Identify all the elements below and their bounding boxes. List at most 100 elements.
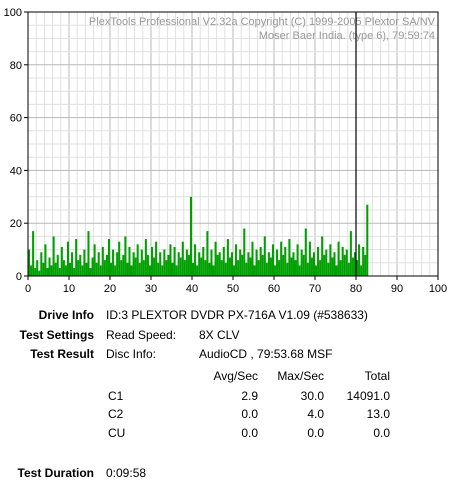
c1-bar (73, 268, 76, 276)
c1-bar (358, 244, 361, 276)
c1-bar (118, 241, 121, 276)
drive-info-label: Drive Info (38, 308, 94, 322)
c1-bar (315, 265, 318, 276)
c1-bar (216, 254, 219, 276)
c1-bar (337, 241, 340, 276)
row-name-cu: CU (108, 426, 126, 440)
c1-bar (212, 265, 215, 276)
row-total-c2: 13.0 (366, 407, 390, 421)
c1-bar (333, 252, 336, 276)
c1-bar (30, 265, 33, 276)
c1-bar (144, 239, 147, 276)
c1-bar (62, 260, 65, 276)
y-tick-label: 0 (16, 271, 22, 283)
c1-bar (177, 252, 180, 276)
c1-bar (85, 262, 88, 276)
c1-bar (206, 231, 209, 276)
c1-bar (269, 257, 272, 276)
total-column-header: Total (364, 369, 390, 383)
c1-bar (298, 265, 301, 276)
c1-bar (99, 265, 102, 276)
error-rate-chart: PlexTools Professional V2.32a Copyright … (4, 7, 448, 295)
c1-bar (136, 244, 139, 276)
c1-bar (230, 252, 233, 276)
y-tick-label: 60 (10, 113, 22, 125)
c1-bar (187, 254, 190, 276)
c1-bar (286, 262, 289, 276)
c1-bar (276, 249, 279, 276)
test-duration-value: 0:09:58 (106, 466, 147, 480)
c1-bar (208, 262, 211, 276)
c1-bar (349, 231, 352, 276)
c1-bar (249, 257, 252, 276)
c1-bar (228, 257, 231, 276)
x-tick-label: 70 (309, 283, 321, 295)
c1-bar (274, 265, 277, 276)
c1-bar (97, 252, 100, 276)
c1-bar (40, 252, 43, 276)
c1-bar (175, 265, 178, 276)
c1-bar (259, 246, 262, 276)
y-tick-label: 40 (10, 165, 22, 177)
c1-bar (343, 254, 346, 276)
c1-bar (233, 265, 236, 276)
x-tick-label: 50 (227, 283, 239, 295)
c1-bar (319, 260, 322, 276)
c1-bar (214, 241, 217, 276)
c1-bar (204, 260, 207, 276)
c1-bar (110, 262, 113, 276)
c1-bar (189, 196, 192, 276)
c1-bar (56, 254, 59, 276)
c1-bar (235, 244, 238, 276)
x-tick-label: 100 (429, 283, 447, 295)
c1-bar (105, 254, 108, 276)
c1-bar (171, 262, 174, 276)
c1-bar (89, 268, 92, 276)
c1-bar (321, 236, 324, 276)
c1-bar (101, 246, 104, 276)
read-speed-label: Read Speed: (106, 328, 177, 342)
c1-bar (169, 244, 172, 276)
y-tick-label: 100 (4, 7, 22, 19)
test-result-label: Test Result (30, 347, 94, 361)
row-max-c2: 4.0 (307, 407, 324, 421)
c1-bar (210, 249, 213, 276)
c1-bar (79, 254, 82, 276)
c1-bar (255, 249, 258, 276)
row-avg-c2: 0.0 (241, 407, 258, 421)
c1-bar (148, 265, 151, 276)
c1-bar (362, 246, 365, 276)
c1-bar (308, 241, 311, 276)
c1-bar (300, 249, 303, 276)
c1-bar (38, 270, 41, 276)
c1-bar (116, 252, 119, 276)
c1-bar (44, 244, 47, 276)
c1-bar (200, 257, 203, 276)
c1-bar (366, 204, 369, 276)
c1-bar (69, 262, 72, 276)
row-max-cu: 0.0 (307, 426, 324, 440)
c1-bar (155, 241, 158, 276)
c1-bar (77, 260, 80, 276)
c1-bar (161, 265, 164, 276)
c1-bar (153, 257, 156, 276)
x-axis-ticks: 0 10 20 30 40 50 60 70 80 90 100 (25, 276, 447, 295)
c1-bar (239, 249, 242, 276)
c1-bar (347, 262, 350, 276)
c1-bar (241, 254, 244, 276)
c1-bar (245, 262, 248, 276)
c1-bar (103, 260, 106, 276)
c1-bar (218, 252, 221, 276)
c1-bar (202, 246, 205, 276)
c1-bar (167, 254, 170, 276)
test-duration-label: Test Duration (17, 466, 94, 480)
y-tick-label: 80 (10, 60, 22, 72)
c1-bar (312, 252, 315, 276)
c1-bar (335, 265, 338, 276)
c1-bar (32, 231, 35, 276)
drive-info-value: ID:3 PLEXTOR DVDR PX-716A V1.09 (#538633… (106, 308, 368, 322)
c1-bar (351, 257, 354, 276)
c1-bar (58, 268, 61, 276)
c1-bar (128, 246, 131, 276)
c1-bar (282, 254, 285, 276)
